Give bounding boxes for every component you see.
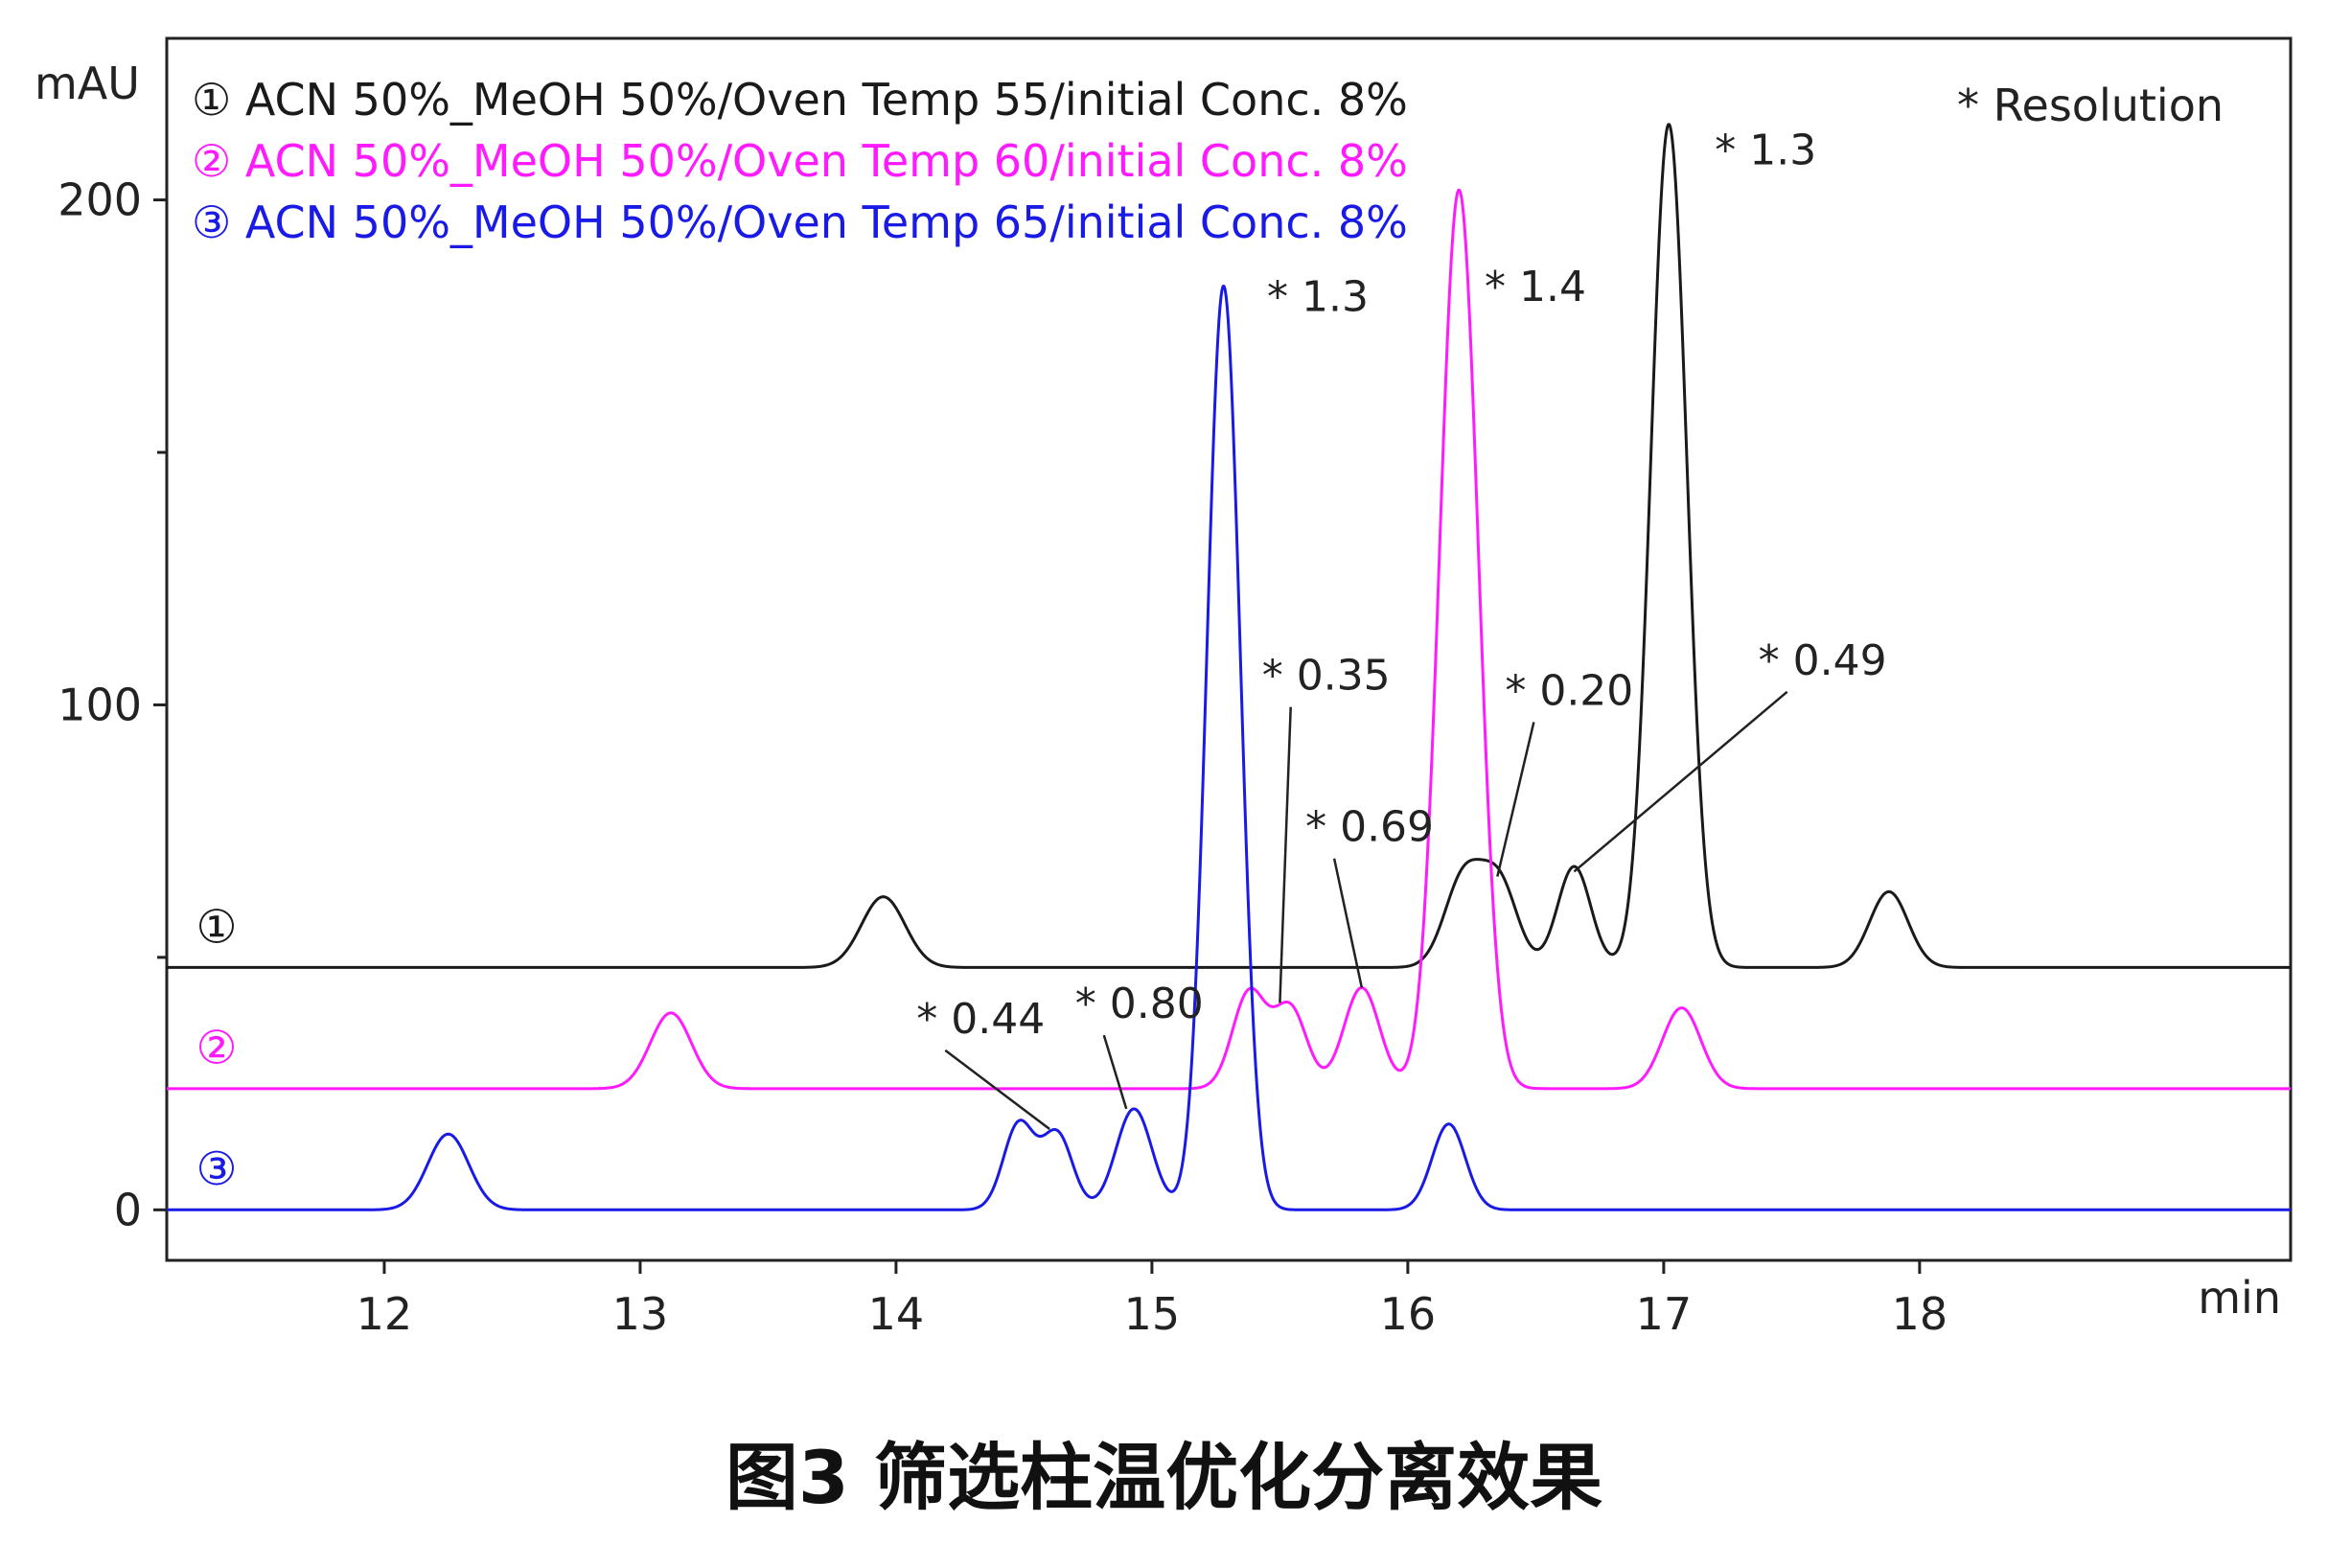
- legend-note: * Resolution: [1957, 80, 2224, 131]
- series-line-1: [166, 123, 2292, 969]
- legend-item-3: ③ ACN 50%_MeOH 50%/Oven Temp 65/initial …: [192, 196, 1408, 248]
- y-tick-label: 200: [58, 174, 142, 226]
- annotation-leader: [1496, 722, 1535, 877]
- legend-item-2: ② ACN 50%_MeOH 50%/Oven Temp 60/initial …: [192, 135, 1408, 187]
- resolution-label: * 0.20: [1505, 666, 1633, 715]
- trace-label-1: ①: [196, 900, 237, 954]
- trace-label-3: ③: [196, 1142, 237, 1196]
- series-traces: ① ② ③: [166, 123, 2292, 1211]
- annotation-leader: [1573, 690, 1788, 873]
- resolution-label: * 1.4: [1485, 263, 1586, 311]
- y-tick-label: 0: [114, 1184, 142, 1235]
- x-tick-label: 16: [1380, 1288, 1437, 1340]
- figure-caption: 图3 筛选柱温优化分离效果: [725, 1435, 1603, 1520]
- x-tick-label: 17: [1636, 1288, 1693, 1340]
- trace-label-2: ②: [196, 1022, 237, 1075]
- resolution-label: * 1.3: [1715, 127, 1816, 175]
- annotation-leader: [944, 1049, 1050, 1131]
- axis-ticks: 12 13 14 15 16 17 18 0 100 200: [58, 174, 1948, 1340]
- annotation-leader: [1332, 858, 1364, 988]
- x-tick-label: 18: [1892, 1288, 1948, 1340]
- x-tick-label: 12: [357, 1288, 413, 1340]
- resolution-label: * 0.69: [1305, 803, 1434, 852]
- resolution-annotations: * 1.3 * 1.4 * 1.3 * 0.35 * 0.20 * 0.49 * 0.69 *…: [916, 127, 1887, 1131]
- series-line-3: [166, 285, 2292, 1211]
- resolution-label: * 0.80: [1075, 980, 1204, 1028]
- x-tick-label: 13: [612, 1288, 669, 1340]
- x-tick-label: 15: [1124, 1288, 1181, 1340]
- annotation-leader: [1102, 1034, 1128, 1110]
- resolution-label: * 1.3: [1267, 273, 1369, 322]
- legend-item-1: ① ACN 50%_MeOH 50%/Oven Temp 55/initial …: [192, 74, 1408, 126]
- y-axis-label: mAU: [35, 58, 140, 109]
- annotation-leader: [1279, 706, 1292, 1003]
- series-line-2: [166, 188, 2292, 1091]
- resolution-label: * 0.49: [1759, 636, 1887, 685]
- resolution-label: * 0.35: [1262, 652, 1391, 701]
- plot-frame: [165, 36, 2293, 1262]
- resolution-label: * 0.44: [916, 995, 1045, 1044]
- y-tick-label: 100: [58, 679, 142, 730]
- x-axis-label: min: [2198, 1272, 2281, 1324]
- x-tick-label: 14: [868, 1288, 925, 1340]
